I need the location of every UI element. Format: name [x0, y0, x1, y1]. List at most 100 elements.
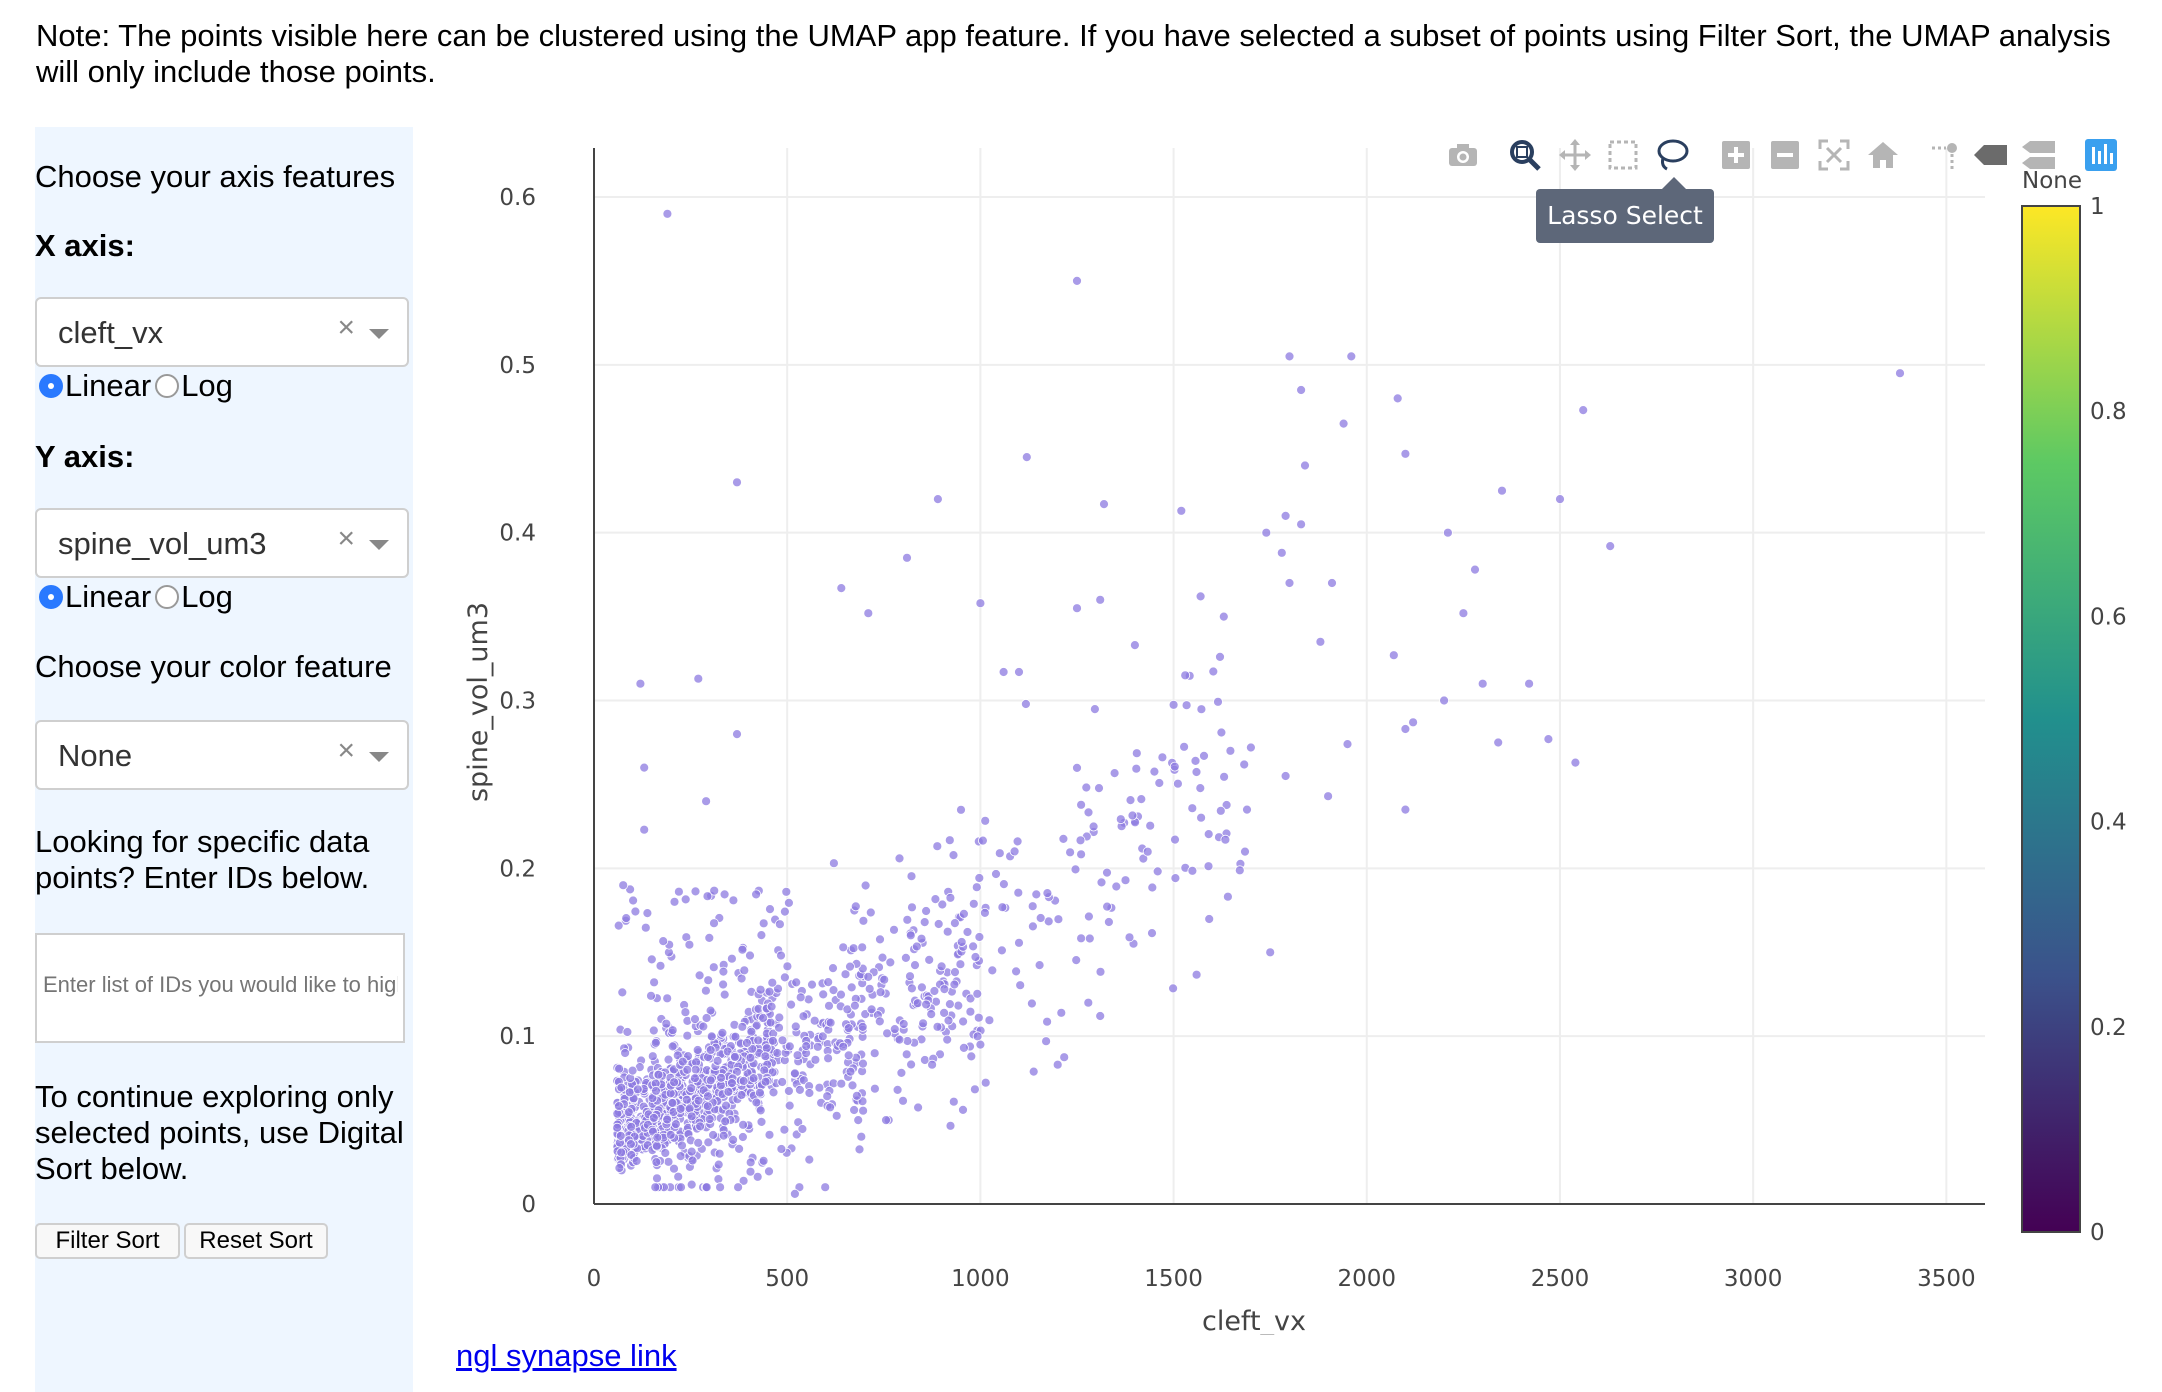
- y-tick-label: 0.1: [499, 1024, 536, 1050]
- color-chevron-down-icon[interactable]: [369, 752, 389, 762]
- reset-axes-icon[interactable]: [1866, 138, 1900, 172]
- scatter-point: [838, 942, 849, 953]
- scatter-point: [705, 1075, 716, 1086]
- y-axis-clear-icon[interactable]: ×: [337, 522, 355, 555]
- scatter-point: [804, 1088, 815, 1098]
- scatter-point: [1127, 810, 1138, 821]
- scatter-point: [1147, 882, 1158, 893]
- scatter-point: [758, 918, 769, 929]
- scatter-point: [1470, 564, 1480, 575]
- scatter-point: [639, 762, 650, 773]
- scatter-point: [913, 1102, 923, 1113]
- spike-lines-icon[interactable]: [1928, 138, 1962, 172]
- scatter-point: [930, 894, 941, 904]
- scatter-point: [905, 971, 915, 982]
- scatter-point: [906, 1059, 916, 1070]
- scatter-point: [1152, 866, 1163, 877]
- scatter-point: [715, 1182, 725, 1193]
- hover-compare-icon[interactable]: [2022, 138, 2056, 172]
- scatter-point: [1083, 807, 1094, 818]
- scatter-point: [624, 1087, 635, 1098]
- x-axis-chevron-down-icon[interactable]: [369, 329, 389, 339]
- lasso-select-tooltip: Lasso Select: [1536, 177, 1714, 243]
- scatter-point: [1111, 881, 1122, 892]
- scatter-point: [746, 1026, 757, 1037]
- scatter-point: [718, 966, 729, 977]
- scatter-point: [916, 933, 927, 944]
- autoscale-icon[interactable]: [1817, 138, 1851, 172]
- scatter-point: [1013, 887, 1024, 898]
- hover-closest-icon[interactable]: [1974, 138, 2008, 172]
- scatter-point: [1109, 768, 1120, 778]
- y-linear-radio[interactable]: [39, 585, 63, 609]
- y-axis-dropdown[interactable]: spine_vol_um3 ×: [35, 508, 409, 578]
- scatter-point: [795, 1085, 805, 1095]
- scatter-point: [1543, 734, 1554, 744]
- scatter-point: [798, 1011, 809, 1022]
- scatter-point: [1012, 836, 1023, 847]
- zoom-icon[interactable]: [1508, 138, 1542, 172]
- scatter-point: [1124, 932, 1135, 943]
- scatter-point: [615, 1131, 626, 1141]
- scatter-point: [828, 963, 838, 973]
- ids-input[interactable]: [41, 971, 400, 999]
- scatter-point: [902, 1036, 913, 1046]
- color-dropdown[interactable]: None ×: [35, 720, 409, 790]
- box-select-icon[interactable]: [1606, 138, 1640, 172]
- scatter-point: [1088, 821, 1099, 832]
- scatter-point: [907, 902, 917, 913]
- scatter-point: [701, 985, 711, 996]
- scatter-point: [814, 1082, 825, 1093]
- x-tick-label: 3000: [1724, 1266, 1783, 1292]
- scatter-point: [745, 1052, 756, 1063]
- scatter-plot[interactable]: 0 500 1000 1500 2000 2500 3000 3500 0 0.1 0.2 0.3 0.…: [460, 125, 2140, 1335]
- camera-icon[interactable]: [1446, 138, 1480, 172]
- reset-sort-button[interactable]: Reset Sort: [184, 1223, 328, 1259]
- scatter-point: [663, 1054, 674, 1065]
- scatter-point: [892, 1085, 903, 1095]
- scatter-point: [739, 965, 750, 976]
- scatter-point: [1120, 875, 1131, 886]
- scatter-point: [655, 960, 666, 971]
- y-log-radio[interactable]: [155, 585, 180, 609]
- zoom-out-icon[interactable]: [1768, 138, 1802, 172]
- lasso-select-icon[interactable]: [1655, 138, 1689, 172]
- ngl-synapse-link[interactable]: ngl synapse link: [456, 1338, 677, 1373]
- x-log-radio[interactable]: [155, 374, 180, 398]
- color-clear-icon[interactable]: ×: [337, 734, 355, 767]
- scatter-point: [684, 939, 695, 950]
- x-axis-clear-icon[interactable]: ×: [337, 311, 355, 344]
- pan-icon[interactable]: [1558, 138, 1592, 172]
- plotly-logo-icon[interactable]: [2084, 138, 2118, 172]
- scatter-point: [901, 953, 911, 963]
- scatter-point: [1083, 997, 1094, 1008]
- scatter-point: [621, 913, 632, 923]
- scatter-point: [723, 1086, 734, 1097]
- scatter-point: [932, 1021, 943, 1032]
- y-tick-label: 0.5: [499, 353, 536, 379]
- scatter-point: [713, 1174, 724, 1184]
- scatter-point: [692, 1045, 703, 1055]
- scatter-point: [732, 729, 742, 739]
- scatter-point: [1115, 814, 1126, 825]
- x-linear-radio[interactable]: [39, 374, 63, 398]
- scatter-point: [756, 1117, 767, 1127]
- ids-input-box[interactable]: [35, 933, 405, 1043]
- scatter-point: [766, 1001, 777, 1012]
- zoom-in-icon[interactable]: [1719, 138, 1753, 172]
- scatter-point: [1142, 846, 1153, 857]
- y-axis-chevron-down-icon[interactable]: [369, 540, 389, 550]
- y-scale-radio-group: Linear Log: [35, 579, 233, 615]
- scatter-point: [857, 942, 868, 953]
- y-tick-label: 0.6: [499, 185, 536, 211]
- filter-sort-button[interactable]: Filter Sort: [35, 1223, 180, 1259]
- x-axis-dropdown[interactable]: cleft_vx ×: [35, 297, 409, 367]
- scatter-point: [765, 904, 775, 914]
- scatter-point: [1195, 591, 1206, 602]
- scatter-point: [948, 850, 959, 860]
- scatter-point: [885, 957, 896, 968]
- scatter-point: [898, 1095, 908, 1106]
- y-axis-label: Y axis:: [35, 439, 135, 474]
- scatter-point: [1570, 757, 1581, 768]
- scatter-point: [801, 1041, 812, 1051]
